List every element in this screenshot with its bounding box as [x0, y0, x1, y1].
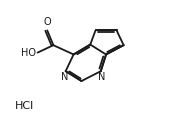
Text: N: N	[98, 72, 105, 82]
Text: HO: HO	[21, 48, 36, 58]
Text: O: O	[43, 17, 51, 27]
Text: HCl: HCl	[15, 101, 34, 111]
Text: N: N	[61, 72, 68, 82]
